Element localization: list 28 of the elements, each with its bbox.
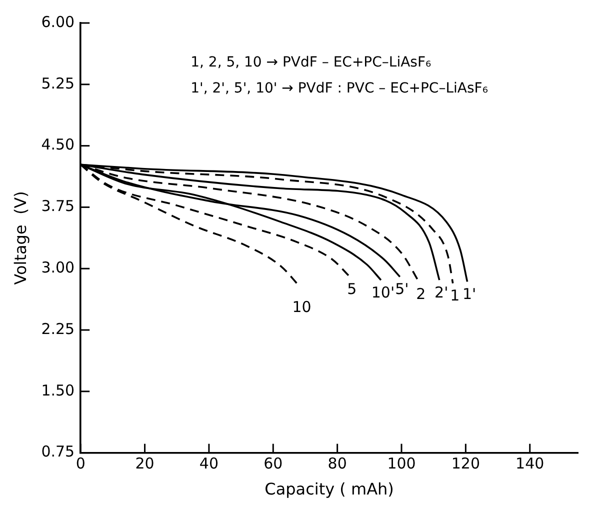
y-tick-label: 1.50 xyxy=(41,381,75,400)
y-tick-label: 3.75 xyxy=(41,197,75,216)
x-tick-label: 20 xyxy=(135,454,154,473)
y-tick-label: 0.75 xyxy=(41,442,75,461)
x-tick-label: 140 xyxy=(516,454,544,473)
x-tick-label: 0 xyxy=(76,454,86,473)
y-tick-label: 4.50 xyxy=(41,136,75,154)
series-label: 10 xyxy=(292,298,312,316)
y-tick-label: 5.25 xyxy=(41,74,75,92)
series-label: 10' xyxy=(371,283,395,302)
series-label: 2' xyxy=(434,283,448,302)
series-label: 1' xyxy=(462,285,476,304)
x-tick-label: 80 xyxy=(328,454,347,473)
x-tick-label: 100 xyxy=(387,454,416,473)
x-tick-label: 60 xyxy=(264,454,283,473)
y-tick-label: 3.00 xyxy=(41,258,75,276)
x-axis-title: Capacity ( mAh) xyxy=(264,480,394,499)
series-label: 5' xyxy=(395,280,409,298)
y-tick-label: 6.00 xyxy=(41,12,75,31)
x-tick-label: 40 xyxy=(199,454,219,473)
y-axis-title: Voltage (V) xyxy=(10,191,30,285)
series-label: 1 xyxy=(450,286,460,305)
annotation: 1', 2', 5', 10' → PVdF : PVC – EC+PC–LiAsF₆ xyxy=(190,80,488,97)
series-label: 5 xyxy=(347,280,357,298)
y-tick-label: 2.25 xyxy=(41,320,75,338)
annotation: 1, 2, 5, 10 → PVdF – EC+PC–LiAsF₆ xyxy=(190,54,432,71)
x-tick-label: 120 xyxy=(451,454,480,473)
series-label: 2 xyxy=(416,285,426,304)
